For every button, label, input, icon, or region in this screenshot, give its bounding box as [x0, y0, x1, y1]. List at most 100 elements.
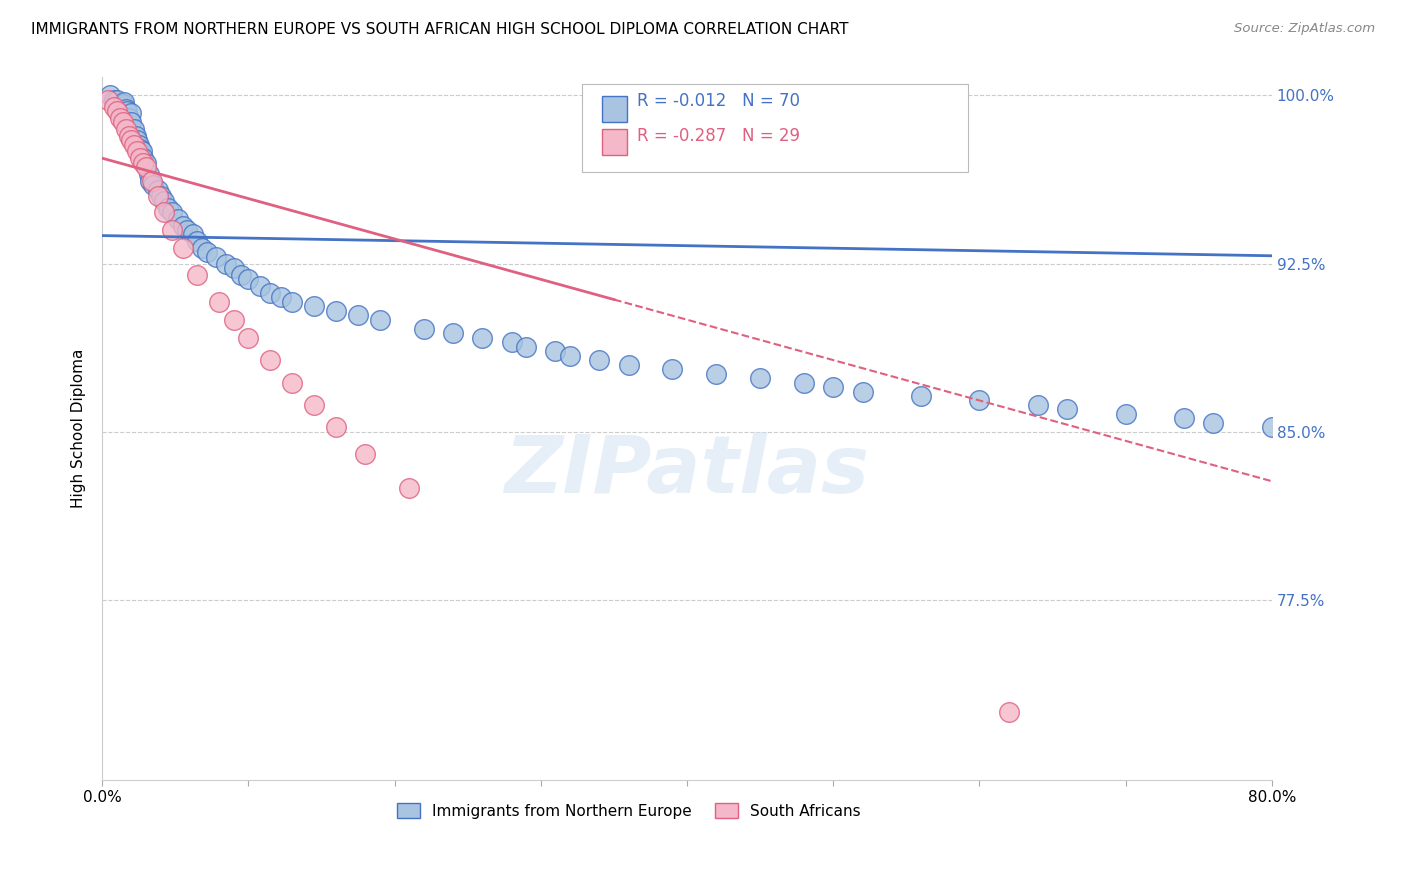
Legend: Immigrants from Northern Europe, South Africans: Immigrants from Northern Europe, South A…	[391, 797, 866, 824]
Point	[325, 420, 347, 434]
Point	[181, 227, 204, 242]
Point	[129, 142, 152, 156]
Point	[114, 102, 136, 116]
Point	[125, 128, 148, 143]
Point	[215, 257, 238, 271]
FancyBboxPatch shape	[602, 96, 627, 121]
Text: IMMIGRANTS FROM NORTHERN EUROPE VS SOUTH AFRICAN HIGH SCHOOL DIPLOMA CORRELATION: IMMIGRANTS FROM NORTHERN EUROPE VS SOUTH…	[31, 22, 848, 37]
Point	[823, 380, 845, 394]
Point	[167, 211, 190, 226]
Text: R = -0.012   N = 70: R = -0.012 N = 70	[637, 92, 800, 110]
FancyBboxPatch shape	[602, 129, 627, 154]
Point	[558, 349, 581, 363]
Point	[259, 285, 281, 300]
Point	[302, 398, 325, 412]
Point	[103, 100, 125, 114]
Point	[98, 88, 121, 103]
Point	[1115, 407, 1137, 421]
Point	[162, 223, 184, 237]
Point	[997, 706, 1019, 720]
Point	[135, 160, 157, 174]
Point	[749, 371, 772, 385]
Point	[222, 261, 245, 276]
Point	[441, 326, 464, 341]
Point	[152, 205, 174, 219]
Point	[120, 133, 142, 147]
Point	[146, 189, 169, 203]
Point	[1026, 398, 1049, 412]
Point	[124, 122, 146, 136]
Point	[661, 362, 683, 376]
Point	[249, 279, 271, 293]
Point	[325, 303, 347, 318]
Point	[117, 128, 139, 143]
Point	[368, 312, 391, 326]
Point	[1056, 402, 1078, 417]
Point	[471, 331, 494, 345]
Point	[910, 389, 932, 403]
Point	[851, 384, 873, 399]
Point	[1202, 416, 1225, 430]
Point	[208, 294, 231, 309]
Point	[259, 353, 281, 368]
Point	[270, 290, 292, 304]
Point	[238, 331, 260, 345]
Point	[190, 241, 212, 255]
Point	[354, 447, 377, 461]
Point	[115, 104, 138, 119]
Point	[205, 250, 228, 264]
Point	[142, 178, 165, 193]
Point	[149, 189, 172, 203]
Point	[127, 133, 149, 147]
Point	[105, 104, 128, 119]
Point	[146, 183, 169, 197]
Point	[704, 367, 727, 381]
Y-axis label: High School Diploma: High School Diploma	[72, 349, 86, 508]
Point	[398, 481, 420, 495]
Point	[132, 151, 155, 165]
Point	[281, 376, 304, 390]
Point	[105, 93, 128, 107]
Point	[588, 353, 610, 368]
Point	[127, 145, 149, 159]
Point	[197, 245, 219, 260]
Point	[120, 106, 142, 120]
Point	[162, 205, 184, 219]
Point	[515, 340, 537, 354]
Text: Source: ZipAtlas.com: Source: ZipAtlas.com	[1234, 22, 1375, 36]
Point	[412, 321, 434, 335]
Point	[97, 93, 120, 107]
Point	[969, 393, 991, 408]
Point	[347, 308, 370, 322]
Text: ZIPatlas: ZIPatlas	[505, 432, 869, 509]
Point	[152, 194, 174, 208]
Point	[131, 145, 153, 159]
Point	[176, 223, 198, 237]
Point	[108, 100, 131, 114]
Point	[222, 312, 245, 326]
Point	[617, 358, 640, 372]
Point	[129, 151, 152, 165]
Point	[103, 93, 125, 107]
FancyBboxPatch shape	[582, 85, 967, 172]
Point	[111, 115, 134, 129]
Point	[501, 335, 523, 350]
Point	[1173, 411, 1195, 425]
Point	[238, 272, 260, 286]
Point	[141, 174, 163, 188]
Point	[128, 137, 150, 152]
Point	[139, 174, 162, 188]
Point	[117, 111, 139, 125]
Point	[111, 97, 134, 112]
Point	[124, 137, 146, 152]
Point	[544, 344, 567, 359]
Point	[172, 219, 194, 233]
Point	[229, 268, 252, 282]
Point	[112, 95, 135, 109]
Text: R = -0.287   N = 29: R = -0.287 N = 29	[637, 127, 800, 145]
Point	[302, 299, 325, 313]
Point	[120, 115, 142, 129]
Point	[281, 294, 304, 309]
Point	[138, 167, 160, 181]
Point	[186, 268, 208, 282]
